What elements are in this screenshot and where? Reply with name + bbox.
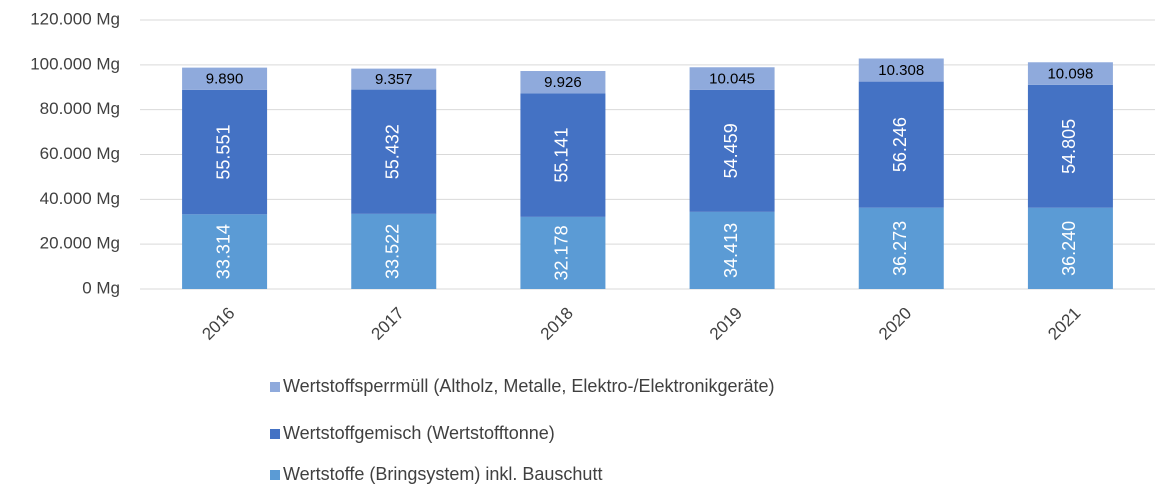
bar-segment <box>1027 207 1113 289</box>
bar-segment <box>689 211 775 289</box>
data-label: 55.141 <box>552 128 572 183</box>
bar-segment <box>858 207 944 289</box>
legend-label: Wertstoffgemisch (Wertstofftonne) <box>283 423 555 443</box>
legend-label: Wertstoffsperrmüll (Altholz, Metalle, El… <box>283 376 775 396</box>
data-label: 55.551 <box>213 125 233 180</box>
data-label: 32.178 <box>552 225 572 280</box>
y-tick-label: 60.000 Mg <box>40 144 120 163</box>
data-label: 33.522 <box>383 224 403 279</box>
x-tick-label: 2018 <box>537 304 577 344</box>
legend-swatch <box>270 470 280 480</box>
x-tick-label: 2021 <box>1044 304 1084 344</box>
bar-segment <box>1027 84 1113 208</box>
data-label: 36.240 <box>1059 221 1079 276</box>
x-tick-label: 2016 <box>198 304 238 344</box>
x-tick-label: 2017 <box>368 304 408 344</box>
data-label: 10.098 <box>1047 66 1093 83</box>
y-tick-label: 80.000 Mg <box>40 99 120 118</box>
x-tick-label: 2020 <box>875 304 915 344</box>
bar-segment <box>182 89 268 215</box>
legend-swatch <box>270 429 280 439</box>
data-label: 56.246 <box>890 117 910 172</box>
bar-segment <box>520 216 606 289</box>
y-tick-label: 40.000 Mg <box>40 189 120 208</box>
legend-label: Wertstoffe (Bringsystem) inkl. Bauschutt <box>283 464 602 484</box>
bar-segment <box>689 67 775 90</box>
y-tick-label: 0 Mg <box>82 278 120 297</box>
bar-segment <box>182 214 268 289</box>
data-label: 10.308 <box>878 62 924 79</box>
data-label: 34.413 <box>721 223 741 278</box>
bar-segment <box>1027 62 1113 85</box>
data-label: 54.805 <box>1059 119 1079 174</box>
bar-segment <box>351 68 437 90</box>
bar-segment <box>520 93 606 217</box>
bar-segment <box>689 89 775 212</box>
bar-segment <box>351 213 437 289</box>
y-tick-label: 100.000 Mg <box>30 54 120 73</box>
data-label: 54.459 <box>721 123 741 178</box>
data-label: 36.273 <box>890 221 910 276</box>
bar-segment <box>182 67 268 90</box>
data-label: 9.357 <box>375 71 413 88</box>
y-tick-label: 20.000 Mg <box>40 234 120 253</box>
data-label: 9.890 <box>206 71 244 88</box>
x-tick-label: 2019 <box>706 304 746 344</box>
legend-swatch <box>270 382 280 392</box>
data-label: 10.045 <box>709 70 755 87</box>
data-label: 55.432 <box>383 124 403 179</box>
data-label: 9.926 <box>544 74 582 91</box>
bar-segment <box>351 89 437 214</box>
bar-segment <box>520 71 606 94</box>
y-tick-label: 120.000 Mg <box>30 9 120 28</box>
data-label: 33.314 <box>213 224 233 279</box>
bar-segment <box>858 81 944 208</box>
bar-segment <box>858 58 944 82</box>
